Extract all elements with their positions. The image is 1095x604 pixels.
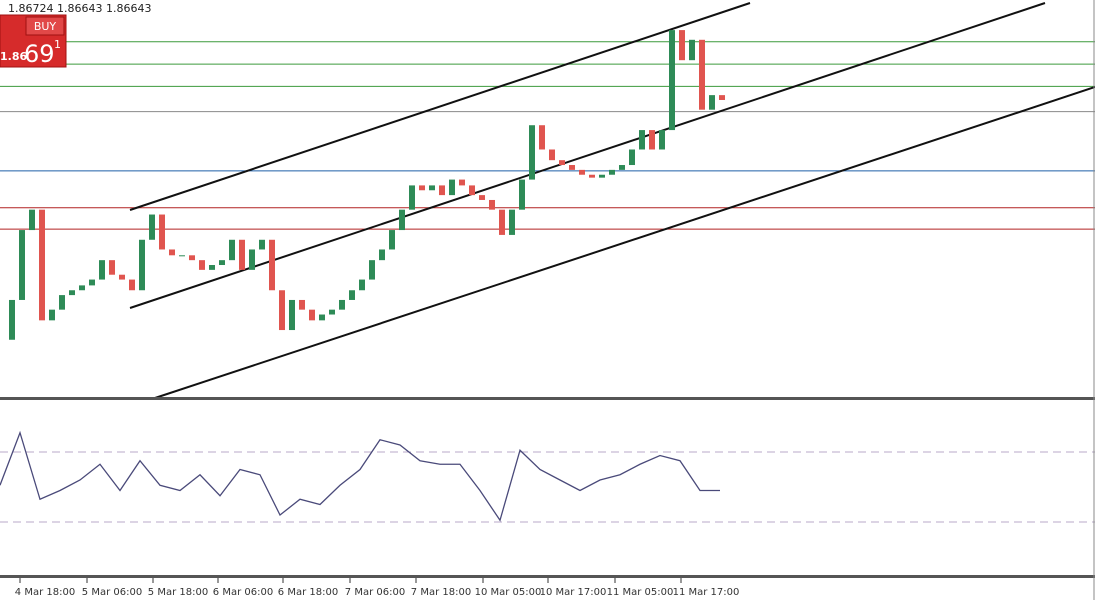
candle [429, 185, 435, 191]
candle [239, 239, 245, 270]
candle [259, 239, 265, 250]
candle [529, 125, 535, 180]
candle [539, 125, 545, 150]
candle [359, 279, 365, 291]
candle [599, 174, 605, 178]
candle [689, 39, 695, 61]
x-tick-label: 6 Mar 06:00 [213, 587, 273, 598]
candle [419, 185, 425, 191]
x-tick-label: 5 Mar 06:00 [82, 587, 142, 598]
candle [609, 169, 615, 175]
rsi-line [0, 430, 720, 522]
candle [639, 130, 645, 150]
candle [589, 174, 595, 178]
candle [9, 299, 15, 340]
x-tick-label: 7 Mar 06:00 [345, 587, 405, 598]
candle [439, 185, 445, 196]
candle [489, 199, 495, 210]
candle [459, 179, 465, 186]
candle [199, 260, 205, 270]
x-tick-label: 11 Mar 17:00 [673, 587, 740, 598]
candle [119, 274, 125, 280]
candle [229, 239, 235, 261]
trend-channel [129, 2, 1095, 399]
panel-separator [0, 397, 1095, 400]
candle [89, 279, 95, 286]
candle [149, 214, 155, 240]
channel-lower [154, 86, 1095, 399]
candle [579, 169, 585, 175]
candle [679, 30, 685, 61]
candle [699, 39, 705, 110]
candle [329, 309, 335, 315]
candle [479, 195, 485, 200]
quote-text: 1.86724 1.86643 1.86643 [8, 2, 151, 15]
candle [399, 209, 405, 231]
candle [79, 285, 85, 291]
x-tick-label: 4 Mar 18:00 [15, 587, 75, 598]
candle [69, 290, 75, 296]
candle [19, 230, 25, 300]
candle [449, 179, 455, 196]
price-prefix: 1.86 [0, 50, 27, 63]
panel-separator [0, 575, 1095, 578]
candle [249, 249, 255, 270]
candle [179, 255, 185, 257]
candle [409, 185, 415, 210]
candle [289, 299, 295, 331]
candle [189, 255, 195, 261]
candle [169, 249, 175, 256]
candle [629, 149, 635, 166]
x-tick-label: 5 Mar 18:00 [148, 587, 208, 598]
candle [279, 290, 285, 331]
candle [59, 295, 65, 310]
candle [369, 260, 375, 280]
price-super: 1 [54, 38, 61, 51]
candle [319, 314, 325, 321]
candle [619, 165, 625, 170]
buy-label[interactable]: BUY [34, 20, 57, 33]
candle [139, 239, 145, 291]
candle [129, 279, 135, 291]
candle [99, 260, 105, 280]
candle [159, 214, 165, 250]
channel-upper [129, 2, 751, 211]
candle [549, 149, 555, 161]
candle [219, 260, 225, 266]
buy-panel[interactable]: BUY 1.86 69 1 [0, 14, 67, 68]
x-tick-label: 7 Mar 18:00 [411, 587, 471, 598]
candle [269, 239, 275, 291]
channel-middle [129, 2, 1046, 309]
candle [389, 230, 395, 250]
x-tick-label: 6 Mar 18:00 [278, 587, 338, 598]
candle [299, 299, 305, 310]
x-tick-label: 10 Mar 17:00 [540, 587, 607, 598]
candle [649, 130, 655, 150]
candle [209, 265, 215, 270]
candle [109, 260, 115, 275]
x-tick-label: 10 Mar 05:00 [475, 587, 542, 598]
candle [659, 130, 665, 150]
candle [709, 95, 715, 110]
candle [379, 249, 385, 261]
candle [509, 209, 515, 235]
candle [719, 95, 725, 100]
price-big: 69 [24, 40, 55, 68]
candle [39, 209, 45, 321]
candle [669, 30, 675, 131]
candle [349, 290, 355, 300]
candle [309, 309, 315, 321]
candle [569, 165, 575, 170]
candle [339, 299, 345, 310]
candle [469, 185, 475, 196]
buy-button[interactable] [25, 16, 65, 36]
candle [519, 179, 525, 210]
candle [499, 209, 505, 235]
candle [49, 309, 55, 321]
x-tick-label: 11 Mar 05:00 [607, 587, 674, 598]
candle [29, 209, 35, 231]
candle [559, 160, 565, 166]
